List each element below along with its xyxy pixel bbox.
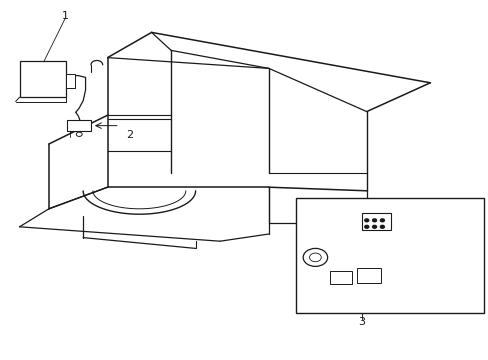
Bar [66, 74, 75, 88]
Text: 2: 2 [126, 130, 133, 140]
Circle shape [303, 248, 327, 266]
Text: 5: 5 [382, 204, 389, 214]
Bar [329, 271, 351, 284]
Bar [361, 213, 390, 230]
Circle shape [380, 225, 384, 228]
Bar [20, 61, 66, 97]
Bar [356, 268, 381, 283]
Circle shape [76, 132, 82, 136]
Circle shape [364, 225, 368, 228]
Circle shape [380, 219, 384, 222]
Circle shape [364, 219, 368, 222]
Text: 4: 4 [313, 262, 320, 272]
Bar [67, 120, 91, 131]
Circle shape [309, 253, 321, 262]
Circle shape [372, 219, 376, 222]
Text: 3: 3 [358, 317, 365, 327]
Circle shape [372, 225, 376, 228]
Bar [295, 198, 483, 313]
Text: 1: 1 [61, 11, 68, 21]
